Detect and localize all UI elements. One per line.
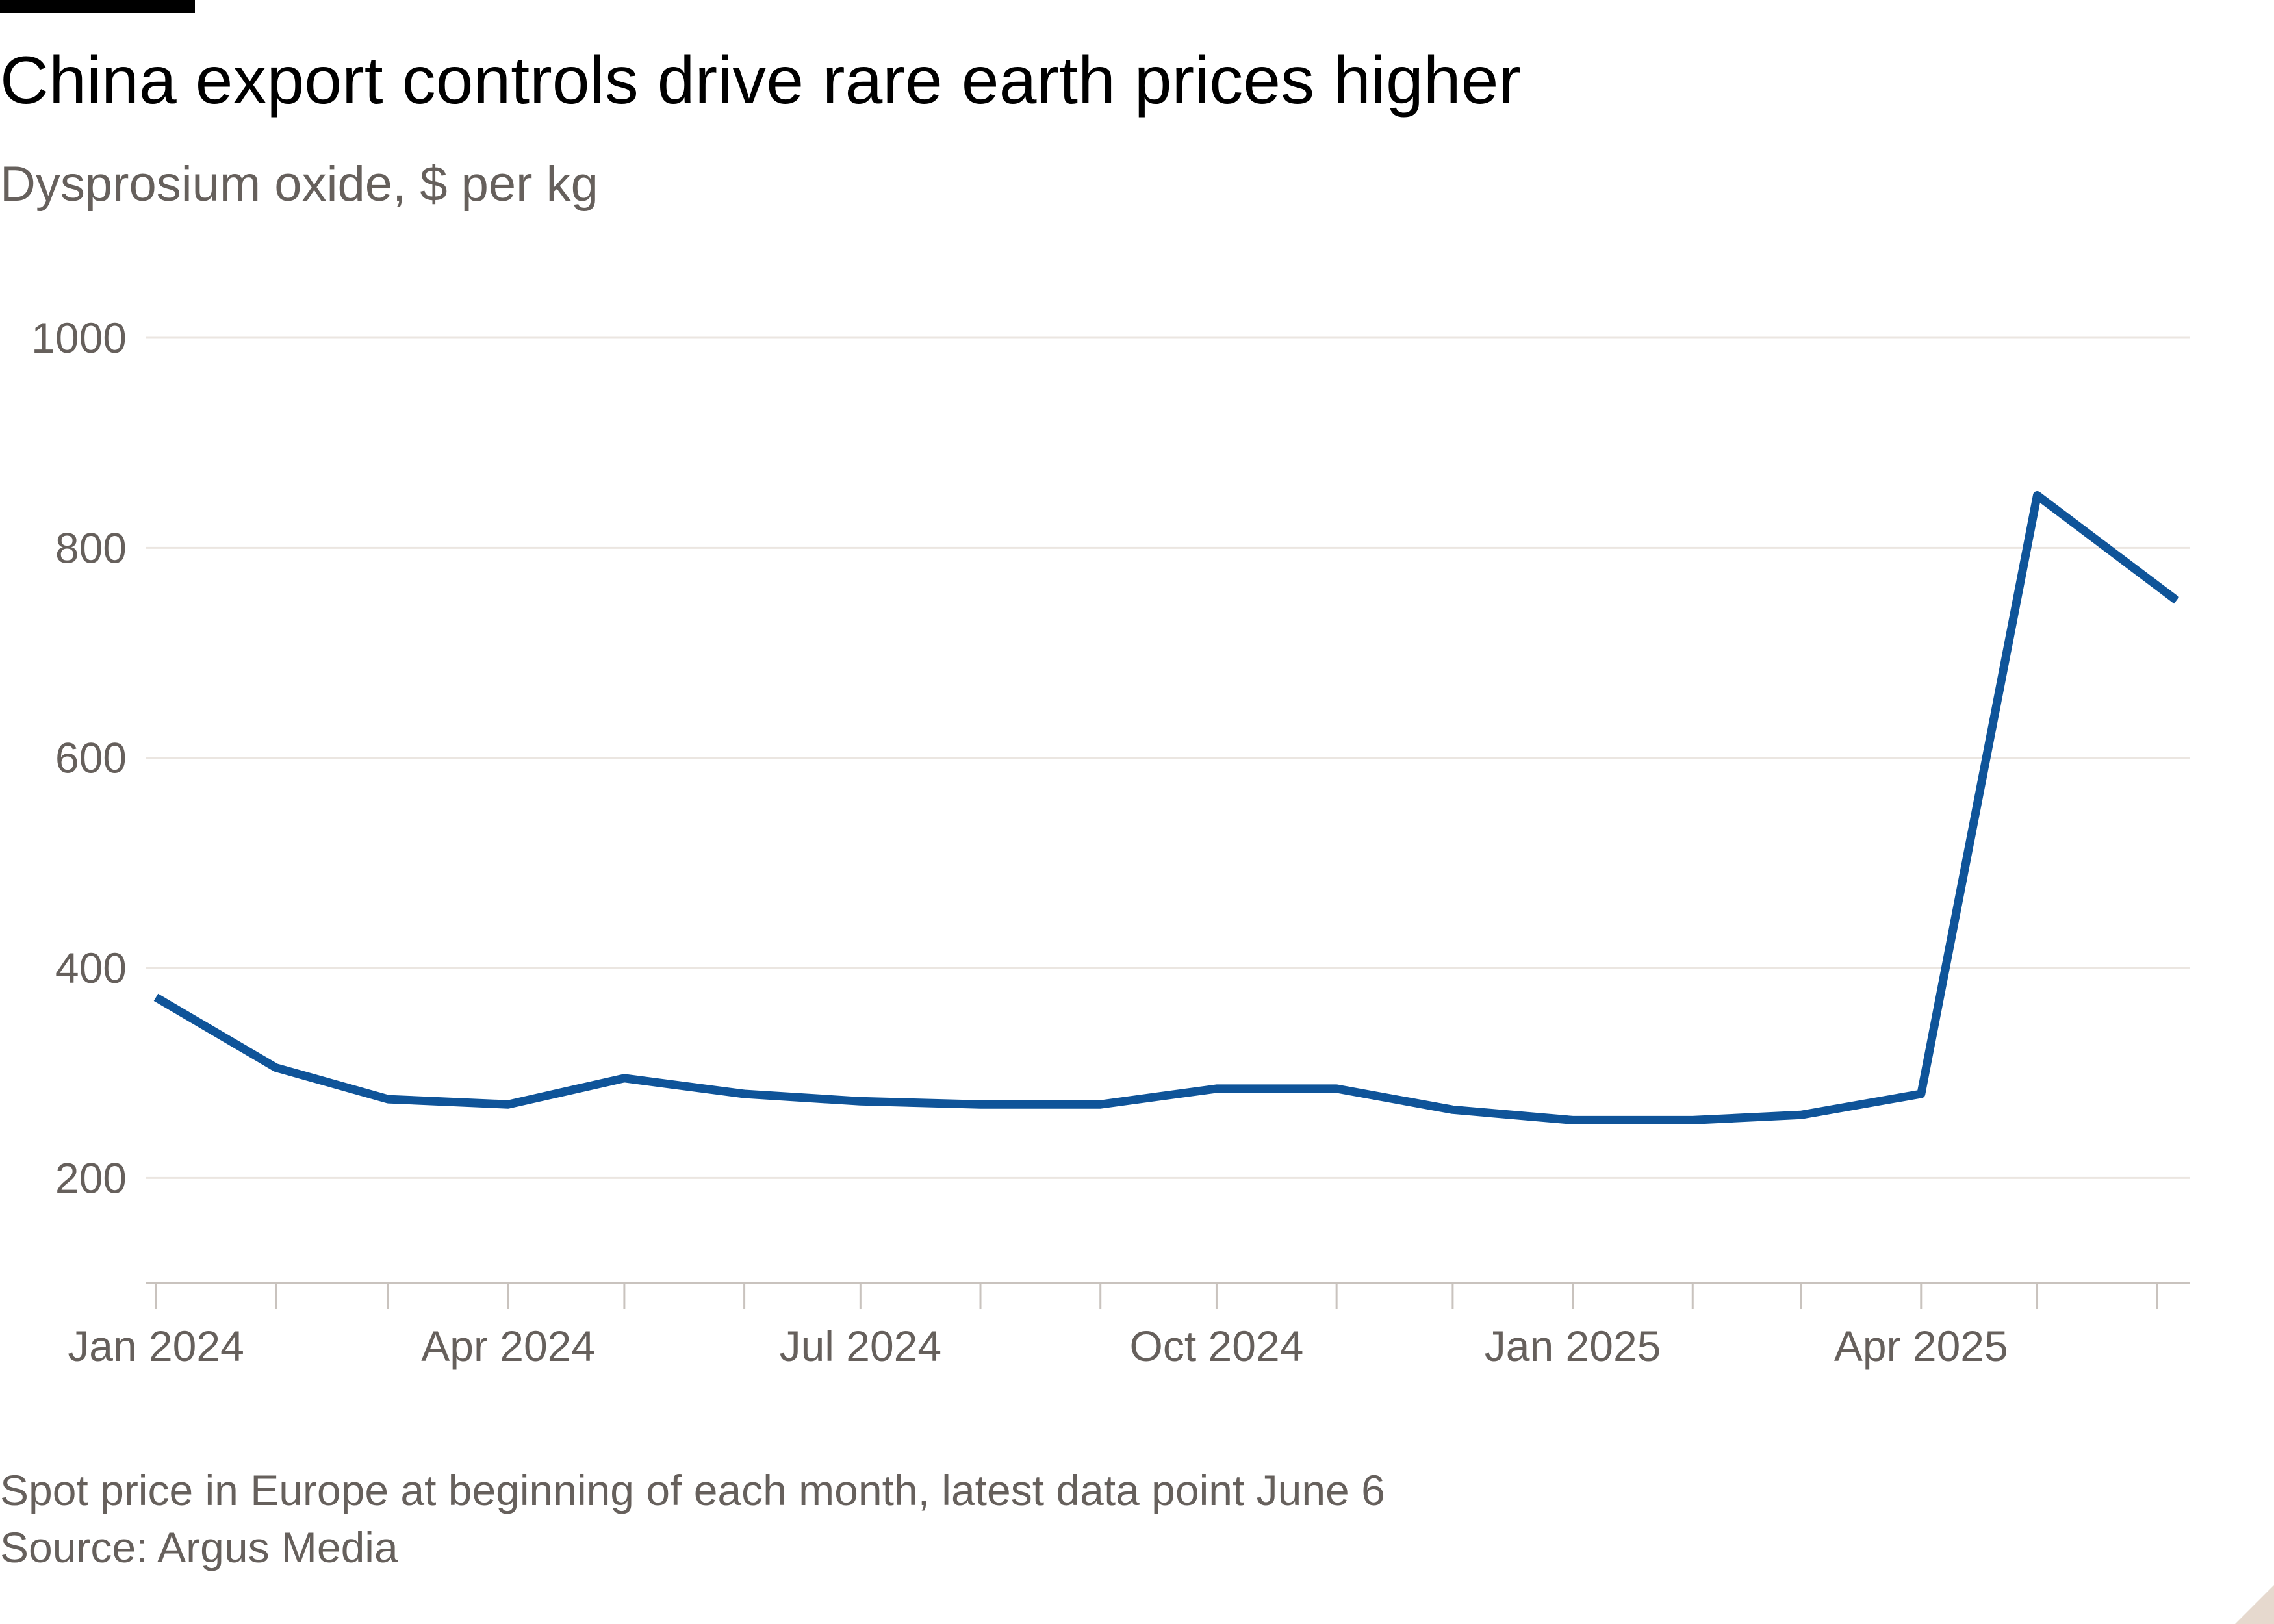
x-tick-label: Apr 2025: [1834, 1322, 2008, 1370]
chart-subtitle: Dysprosium oxide, $ per kg: [0, 157, 598, 212]
line-chart: 200 400 600 800 1000 Jan 2024 Apr 2024 Jul 202…: [31, 314, 2190, 1370]
y-tick-label: 600: [55, 734, 127, 782]
x-tick-label: Jan 2025: [1485, 1322, 1661, 1370]
x-axis: [146, 1282, 2190, 1309]
data-point: [1568, 1115, 1578, 1124]
data-point: [1917, 1089, 1926, 1098]
data-point: [1096, 1100, 1105, 1109]
x-tick-label: Apr 2024: [421, 1322, 595, 1370]
data-point: [504, 1100, 513, 1109]
data-point: [2033, 491, 2042, 500]
corner-decoration: [2235, 1585, 2274, 1624]
x-tick-label: Oct 2024: [1130, 1322, 1304, 1370]
data-point: [383, 1095, 392, 1104]
data-point: [1796, 1110, 1806, 1119]
data-point: [620, 1074, 629, 1083]
y-tick-label: 1000: [31, 314, 127, 362]
x-tick-label: Jul 2024: [780, 1322, 942, 1370]
series-line-dysprosium-oxide: [153, 491, 2179, 1124]
data-point: [272, 1063, 281, 1072]
data-point: [151, 993, 160, 1002]
data-point: [1448, 1105, 1457, 1114]
data-point: [856, 1097, 865, 1106]
x-tick-labels: Jan 2024 Apr 2024 Jul 2024 Oct 2024 Jan 2025…: [68, 1322, 2008, 1370]
y-tick-label: 800: [55, 524, 127, 572]
y-tick-label: 400: [55, 944, 127, 992]
chart-source: Source: Argus Media: [0, 1523, 398, 1571]
gridlines: [146, 336, 2190, 1179]
data-point: [1688, 1115, 1697, 1124]
chart-title: China export controls drive rare earth p…: [0, 43, 1522, 118]
data-point: [976, 1100, 985, 1109]
chart-footnote: Spot price in Europe at beginning of eac…: [0, 1466, 1385, 1514]
y-tick-label: 200: [55, 1154, 127, 1202]
data-point: [1212, 1084, 1221, 1093]
y-tick-labels: 200 400 600 800 1000: [31, 314, 127, 1202]
brand-bar: [0, 0, 195, 13]
data-point: [1332, 1084, 1341, 1093]
x-tick-label: Jan 2024: [68, 1322, 244, 1370]
data-point: [740, 1089, 749, 1098]
series-layer: [151, 491, 2181, 1124]
data-point: [2172, 596, 2181, 605]
